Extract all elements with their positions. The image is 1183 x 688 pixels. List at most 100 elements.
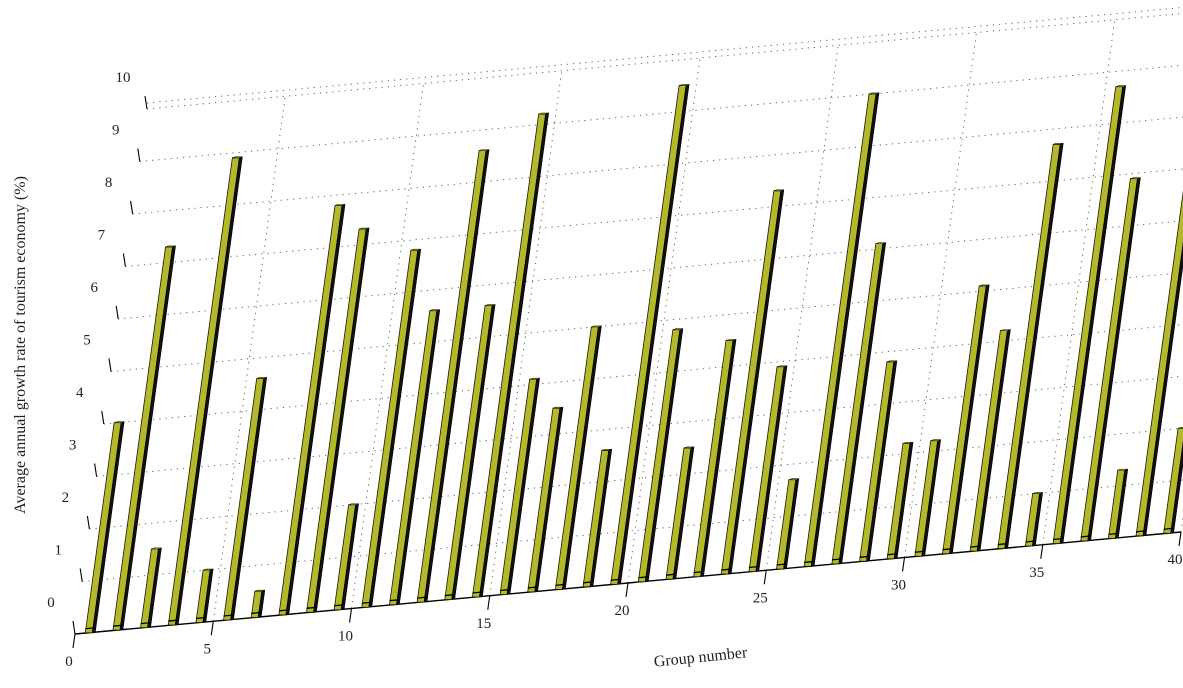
bar-top-6	[256, 377, 267, 379]
bar-top-5	[203, 568, 214, 571]
bar-top-40	[1177, 426, 1183, 429]
bar-top-23	[725, 339, 737, 341]
bar-base-6	[223, 614, 234, 617]
bar-top-37	[1130, 177, 1141, 179]
bar-top-35	[1032, 492, 1043, 494]
bar-base-17	[527, 586, 538, 589]
y-tick-label-9: 9	[112, 123, 120, 139]
bar-top-33	[1000, 329, 1011, 331]
y-axis-tick-1	[79, 568, 83, 582]
y-axis-tick-3	[94, 463, 98, 477]
bar-base-25	[748, 565, 759, 569]
bar-side-6	[230, 377, 268, 621]
bar-1	[84, 422, 122, 634]
bar-base-19	[582, 581, 594, 584]
y-axis-tick-8	[130, 200, 134, 215]
bar-top-4	[232, 156, 243, 159]
bar-base-34	[997, 542, 1008, 546]
bar-4	[167, 157, 240, 626]
bar-top-31	[930, 439, 941, 442]
bar-base-23	[693, 570, 704, 574]
bar-base-37	[1080, 535, 1091, 538]
grid-line-x-20	[627, 57, 701, 584]
bar-base-18	[555, 583, 566, 587]
x-tick-label-30: 30	[891, 578, 906, 594]
bar-base-27	[804, 560, 815, 564]
bar-top-14	[485, 304, 496, 306]
bar-base-11	[361, 601, 372, 604]
x-axis-tick-10	[348, 608, 353, 623]
bar-17	[527, 407, 561, 593]
bar-base-20	[610, 578, 621, 581]
grid-line-x-10	[351, 83, 424, 609]
y-axis-tick-4	[101, 410, 105, 425]
y-tick-label-6: 6	[90, 280, 98, 296]
y-tick-label-4: 4	[76, 385, 84, 401]
bar-base-22	[665, 573, 677, 576]
y-tick-label-3: 3	[69, 438, 77, 454]
x-axis-tick-25	[763, 570, 767, 585]
bar-side-39	[1142, 242, 1183, 537]
y-tick-label-1: 1	[54, 543, 62, 559]
bar-top-8	[334, 204, 346, 206]
bar-8	[278, 204, 343, 616]
bar-top-19	[601, 449, 612, 451]
bar-base-12	[389, 599, 400, 602]
bar-top-1	[114, 421, 125, 424]
grid-layer	[82, 7, 1183, 622]
grid-line-x-25	[765, 45, 839, 571]
y-axis-tick-7	[122, 253, 126, 267]
bar-base-15	[472, 591, 483, 594]
bar-base-33	[970, 545, 981, 548]
bar-base-40	[1163, 527, 1174, 530]
bar-top-36	[1115, 85, 1126, 88]
bar-base-30	[887, 553, 898, 556]
bar-top-25	[776, 365, 788, 368]
bar-base-2	[112, 624, 124, 627]
bar-top-11	[410, 248, 421, 251]
bar-base-38	[1108, 532, 1119, 536]
bar-top-29	[886, 360, 897, 363]
bar-base-4	[168, 619, 179, 622]
bar-top-32	[979, 284, 990, 287]
bar-top-24	[773, 189, 784, 192]
bar-top-17	[552, 406, 564, 409]
bar-top-20	[678, 84, 690, 86]
bar-top-34	[1053, 143, 1064, 145]
y-tick-label-7: 7	[98, 228, 106, 244]
y-axis-title: Average annual growth rate of tourism ec…	[12, 176, 29, 514]
grid-line-x-5	[212, 96, 286, 622]
bar-side-9	[313, 227, 370, 613]
bar-39	[1135, 190, 1183, 537]
grid-line-x-30	[904, 32, 977, 558]
bar-side-2	[119, 245, 176, 631]
bar-top-9	[358, 227, 370, 230]
bar-top-16	[529, 377, 540, 380]
bar-base-3	[140, 621, 151, 625]
x-axis-tick-0	[72, 633, 76, 649]
bar-top-13	[478, 149, 490, 151]
grid-line-x-35	[1042, 19, 1116, 545]
grid-line-frame-top	[146, 7, 1183, 104]
bar-base-24	[721, 568, 732, 571]
bar-base-31	[914, 550, 925, 553]
bar-base-9	[306, 606, 317, 609]
bar-base-1	[85, 627, 96, 630]
x-tick-label-5: 5	[204, 641, 212, 657]
bar-layer	[84, 84, 1183, 634]
bar-top-28	[875, 242, 886, 244]
grid-line-y-9	[139, 64, 1183, 162]
bar-base-29	[859, 555, 870, 558]
bar-base-5	[195, 616, 206, 620]
bar-base-8	[278, 609, 289, 612]
bar-top-10	[348, 503, 359, 506]
x-tick-label-40: 40	[1168, 552, 1183, 568]
y-tick-label-8: 8	[105, 175, 113, 191]
x-axis-tick-35	[1040, 544, 1044, 559]
y-axis-tick-6	[115, 305, 119, 320]
y-tick-label-10: 10	[116, 70, 131, 86]
y-axis-tick-5	[108, 358, 112, 372]
bar-base-26	[776, 563, 787, 566]
bar-base-35	[1025, 540, 1036, 543]
